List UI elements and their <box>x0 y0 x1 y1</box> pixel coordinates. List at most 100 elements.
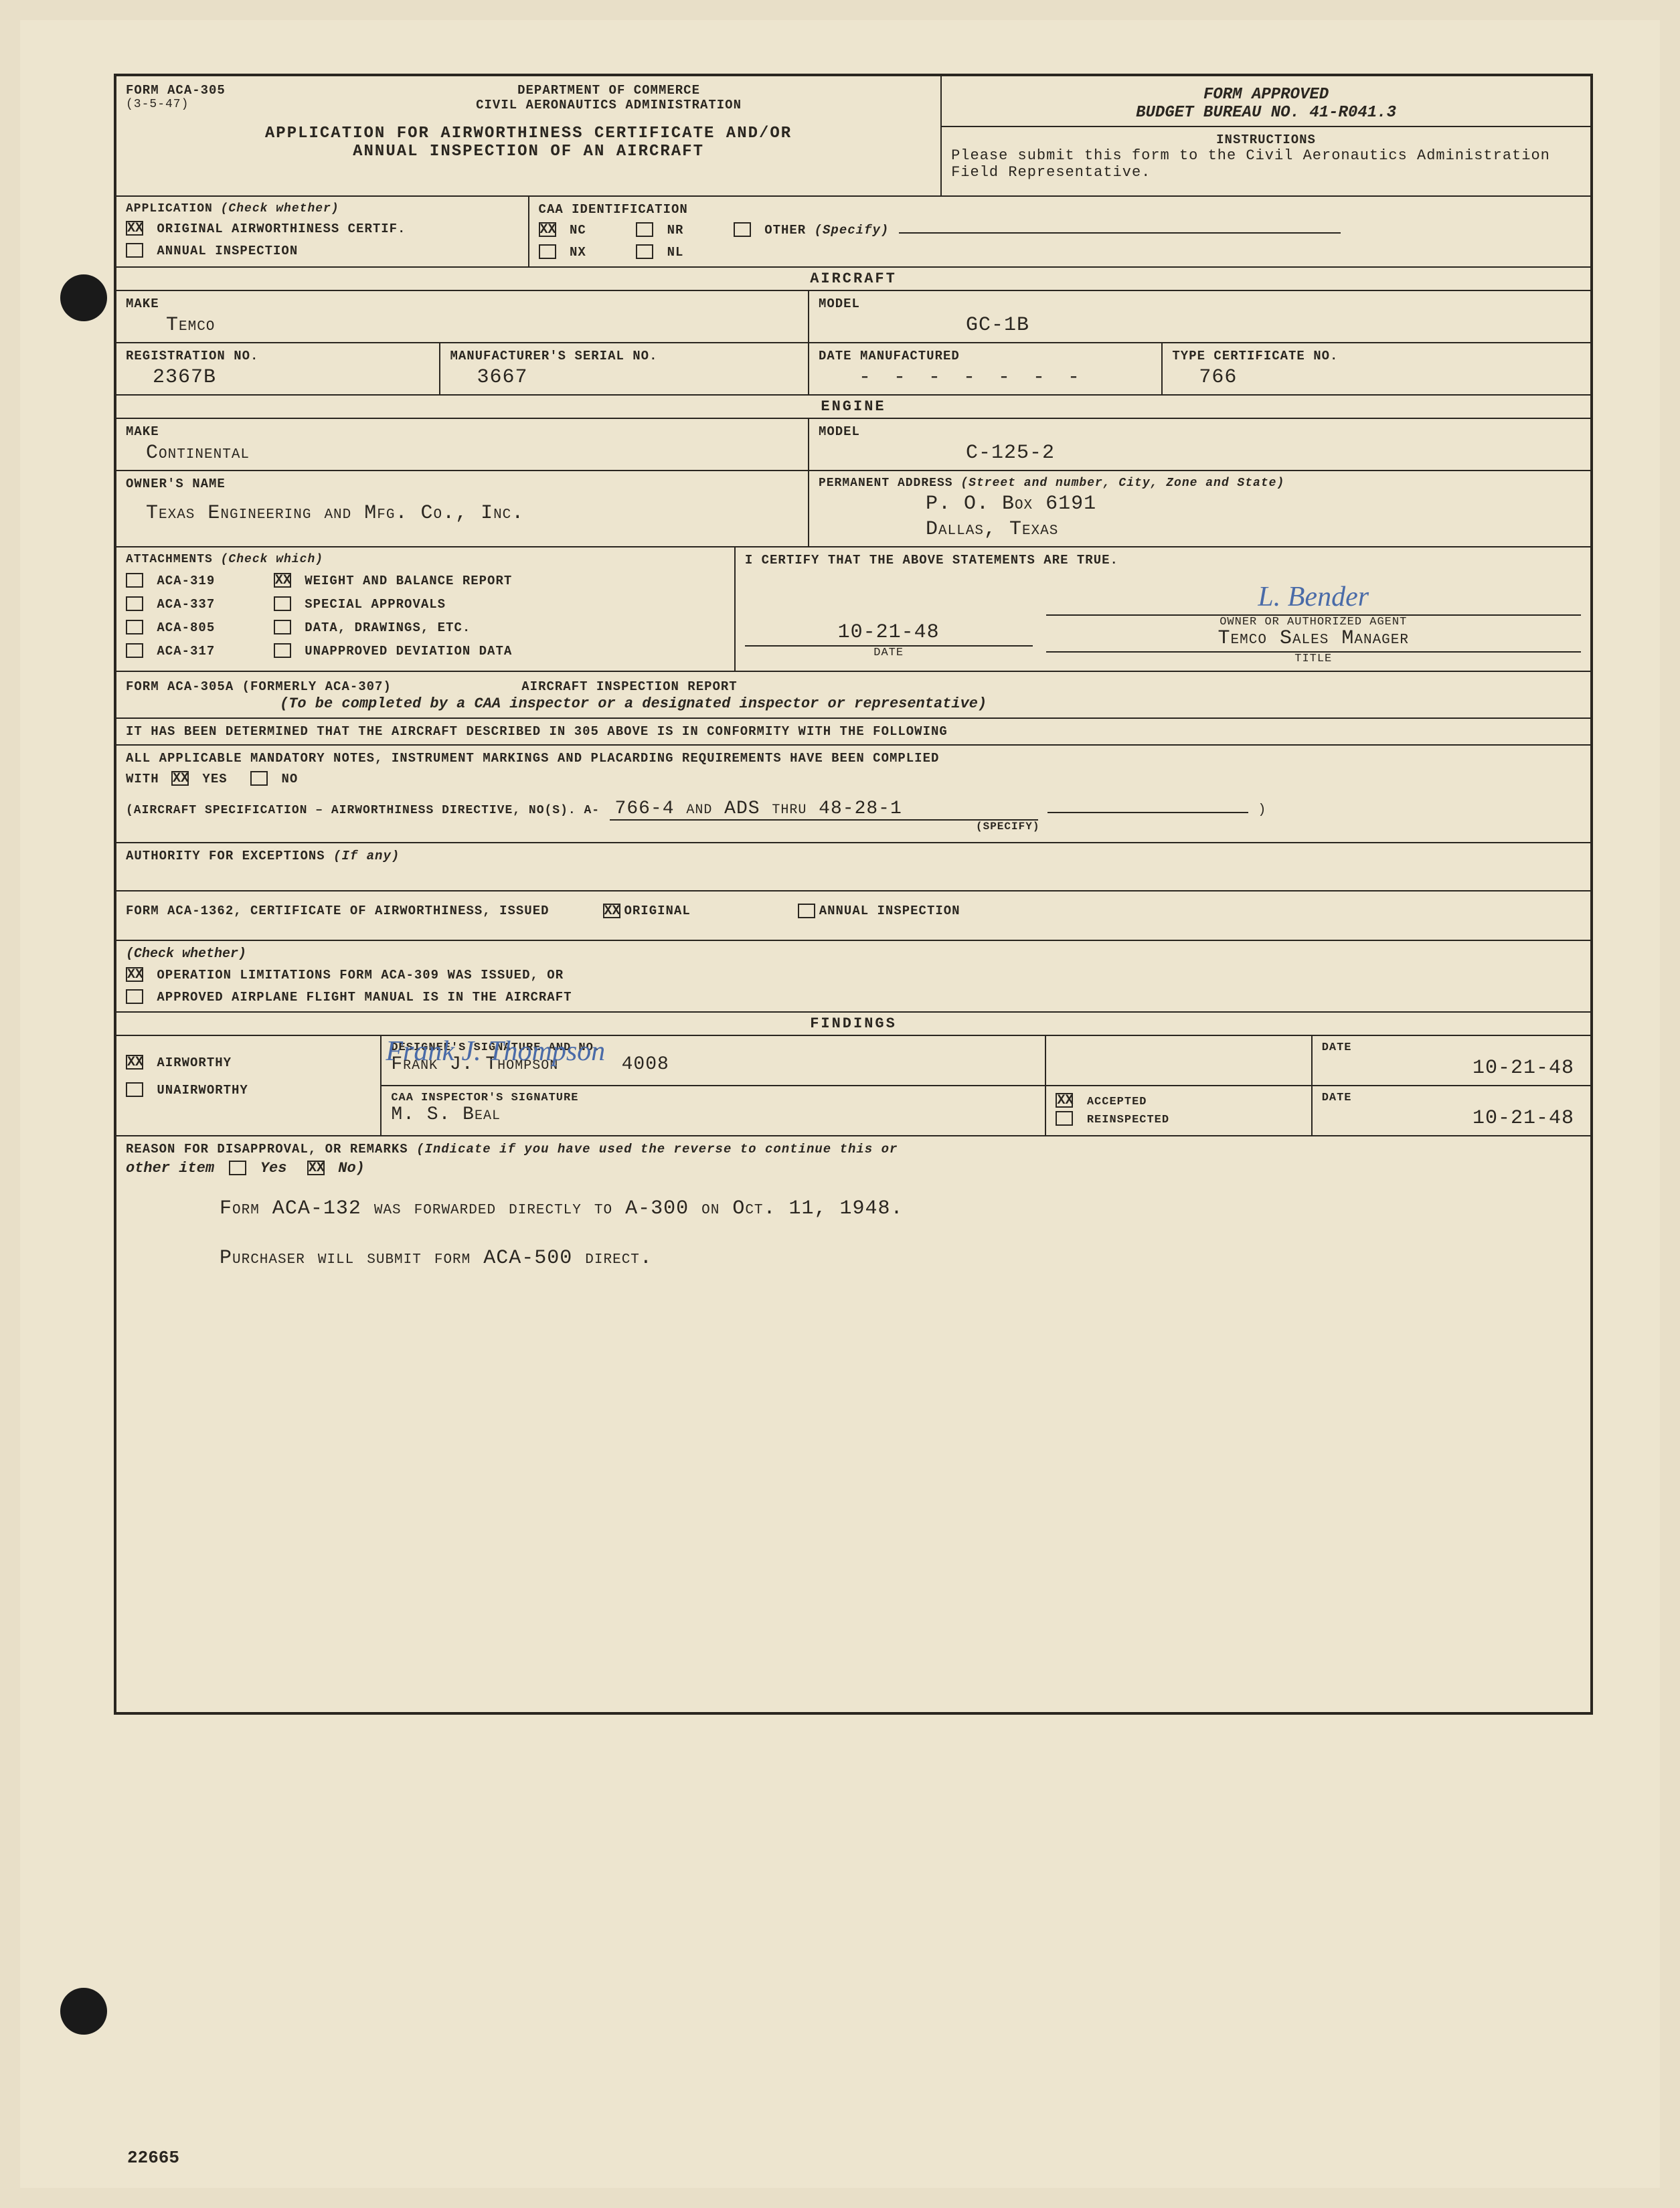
remarks-no-checkbox[interactable] <box>307 1161 325 1175</box>
spec-label: (AIRCRAFT SPECIFICATION – AIRWORTHINESS … <box>126 804 600 817</box>
aca319-label: ACA-319 <box>157 574 264 588</box>
findings-date2-cell: DATE 10-21-48 <box>1313 1086 1590 1135</box>
nc-label: NC <box>570 223 586 238</box>
aca337-checkbox[interactable] <box>126 596 143 611</box>
nl-checkbox[interactable] <box>636 244 653 259</box>
complied-text: ALL APPLICABLE MANDATORY NOTES, INSTRUME… <box>126 751 1581 766</box>
remarks-yes: Yes <box>260 1160 287 1177</box>
cert-title-label: TITLE <box>1046 653 1581 665</box>
report-header-cell: FORM ACA-305a (FORMERLY ACA-307) AIRCRAF… <box>116 672 1590 717</box>
original-cert-label: ORIGINAL AIRWORTHINESS CERTIF. <box>157 222 406 236</box>
authority-label: AUTHORITY FOR EXCEPTIONS (If any) <box>126 849 1581 863</box>
form1362-label: FORM ACA-1362, CERTIFICATE OF AIRWORTHIN… <box>126 904 550 918</box>
engine-make-label: MAKE <box>126 424 799 439</box>
op-limit-checkbox[interactable] <box>126 967 143 982</box>
data-checkbox[interactable] <box>274 620 291 634</box>
accepted-checkbox[interactable] <box>1056 1093 1073 1108</box>
certify-label: I CERTIFY THAT THE ABOVE STATEMENTS ARE … <box>745 553 1581 568</box>
aircraft-make: Temco <box>166 314 799 337</box>
type-cert-cell: TYPE CERTIFICATE NO. 766 <box>1163 343 1590 394</box>
nx-checkbox[interactable] <box>539 244 556 259</box>
date-mfg-value: - - - - - - - <box>859 366 1152 389</box>
weight-balance-checkbox[interactable] <box>274 573 291 588</box>
check-whether-label: (Check whether) <box>126 946 1581 962</box>
special-checkbox[interactable] <box>274 596 291 611</box>
spec-value: 766-4 and ADS thru 48-28-1 <box>610 798 1038 821</box>
data-label: DATA, DRAWINGS, ETC. <box>305 620 471 635</box>
complied-no-checkbox[interactable] <box>250 771 268 786</box>
report-form-label: FORM ACA-305a (FORMERLY ACA-307) <box>126 679 392 694</box>
airworthy-label: AIRWORTHY <box>157 1055 232 1070</box>
aca805-checkbox[interactable] <box>126 620 143 634</box>
findings-blank-cell <box>1046 1036 1312 1085</box>
model-label: MODEL <box>819 296 1581 311</box>
other-checkbox[interactable] <box>734 222 751 237</box>
remarks-no: No) <box>338 1160 365 1177</box>
owner-addr-cell: PERMANENT ADDRESS (Street and number, Ci… <box>809 471 1590 546</box>
reinspected-checkbox[interactable] <box>1056 1111 1073 1126</box>
unairworthy-checkbox[interactable] <box>126 1082 143 1097</box>
manual-checkbox[interactable] <box>126 989 143 1004</box>
complied-yes-checkbox[interactable] <box>171 771 189 786</box>
admin: CIVIL AERONAUTICS ADMINISTRATION <box>286 98 931 112</box>
reg-value: 2367B <box>153 366 430 389</box>
type-cert-value: 766 <box>1199 366 1581 389</box>
aca319-checkbox[interactable] <box>126 573 143 588</box>
owner-addr2: Dallas, Texas <box>926 518 1581 541</box>
op-limit-label: OPERATION LIMITATIONS FORM ACA-309 WAS I… <box>157 968 564 983</box>
designee-no: 4008 <box>622 1054 669 1075</box>
remarks-yes-checkbox[interactable] <box>229 1161 246 1175</box>
remarks-label2: other item <box>126 1160 214 1177</box>
findings-date2: 10-21-48 <box>1322 1107 1581 1130</box>
aca317-checkbox[interactable] <box>126 643 143 658</box>
accepted-cell: ACCEPTED REINSPECTED <box>1046 1086 1312 1135</box>
complied-cell: ALL APPLICABLE MANDATORY NOTES, INSTRUME… <box>116 746 1590 842</box>
nr-checkbox[interactable] <box>636 222 653 237</box>
airworthy-checkbox[interactable] <box>126 1055 143 1070</box>
reg-label: REGISTRATION NO. <box>126 349 430 363</box>
dept: DEPARTMENT OF COMMERCE <box>286 83 931 98</box>
report-title: AIRCRAFT INSPECTION REPORT <box>521 679 737 694</box>
original-checkbox[interactable] <box>603 904 620 918</box>
specify-label: (SPECIFY) <box>976 821 1581 833</box>
caa-id-label: CAA IDENTIFICATION <box>539 202 1581 217</box>
annual-checkbox[interactable] <box>126 243 143 258</box>
designee-signature: Frank J. Thompson <box>386 1035 605 1068</box>
designee-cell: DESIGNEE'S SIGNATURE AND NO. Frank J. Th… <box>382 1036 1046 1085</box>
date-mfg-label: DATE MANUFACTURED <box>819 349 1152 363</box>
engine-make: Continental <box>146 442 799 464</box>
approved: FORM APPROVED <box>951 86 1581 104</box>
special-label: SPECIAL APPROVALS <box>305 597 446 612</box>
deviation-checkbox[interactable] <box>274 643 291 658</box>
punch-hole <box>60 274 107 321</box>
engine-model-cell: MODEL C-125-2 <box>809 419 1590 470</box>
aca337-label: ACA-337 <box>157 597 264 612</box>
remarks-line1: Form ACA-132 was forwarded directly to A… <box>220 1197 1581 1220</box>
airworthy-cell: AIRWORTHY UNAIRWORTHY <box>116 1036 382 1135</box>
unairworthy-label: UNAIRWORTHY <box>157 1083 248 1098</box>
original-cert-checkbox[interactable] <box>126 221 143 236</box>
remarks-line2: Purchaser will submit form ACA-500 direc… <box>220 1247 1581 1270</box>
nc-checkbox[interactable] <box>539 222 556 237</box>
form-id: FORM ACA-305 <box>126 83 286 98</box>
owner-name-label: OWNER'S NAME <box>126 477 799 491</box>
aircraft-make-cell: MAKE Temco <box>116 291 809 342</box>
certify-cell: I CERTIFY THAT THE ABOVE STATEMENTS ARE … <box>736 547 1590 671</box>
manual-label: APPROVED AIRPLANE FLIGHT MANUAL IS IN TH… <box>157 990 572 1005</box>
other-label: OTHER (Specify) <box>764 223 889 238</box>
title-line2: ANNUAL INSPECTION OF AN AIRCRAFT <box>126 143 931 161</box>
remarks-cell: REASON FOR DISAPPROVAL, OR REMARKS (Indi… <box>116 1136 1590 1712</box>
footer-number: 22665 <box>127 2148 179 2168</box>
engine-header: ENGINE <box>116 396 1590 419</box>
annual-insp-checkbox[interactable] <box>798 904 815 918</box>
authority-cell: AUTHORITY FOR EXCEPTIONS (If any) <box>116 843 1590 890</box>
instructions-text: Please submit this form to the Civil Aer… <box>951 147 1581 181</box>
annual-label: ANNUAL INSPECTION <box>157 244 298 258</box>
date-label-1: DATE <box>1322 1041 1581 1054</box>
owner-addr1: P. O. Box 6191 <box>926 493 1581 515</box>
nr-label: NR <box>667 223 684 238</box>
other-specify[interactable] <box>899 232 1341 234</box>
engine-make-cell: MAKE Continental <box>116 419 809 470</box>
application-cell: APPLICATION (Check whether) ORIGINAL AIR… <box>116 197 529 266</box>
report-subtitle: (To be completed by a CAA inspector or a… <box>280 695 1581 712</box>
